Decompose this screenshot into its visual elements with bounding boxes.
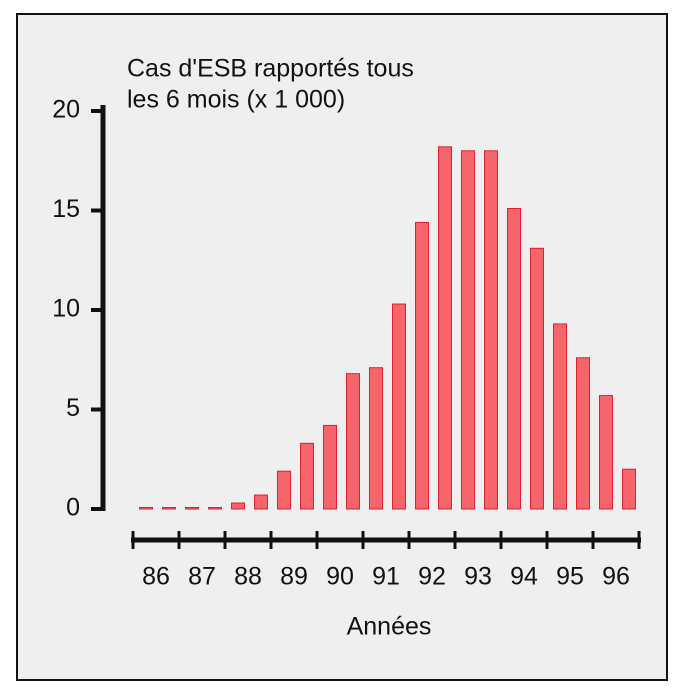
x-tick-label: 89 [280,563,308,591]
y-tick-label: 0 [66,494,80,522]
x-tick-label: 90 [326,563,354,591]
x-tick-label: 86 [142,563,170,591]
bar [576,357,590,510]
bar [346,373,360,510]
bar [461,150,475,510]
bar [599,395,613,510]
bar [530,247,544,510]
bar [231,502,245,510]
bar [438,146,452,510]
chart-title-line-2: les 6 mois (x 1 000) [127,86,345,114]
x-tick-label: 94 [510,563,538,591]
bar [162,507,176,510]
bar [277,470,291,510]
bar [323,424,337,510]
x-tick-label: 87 [188,563,216,591]
bar [553,323,567,510]
bar [507,208,521,510]
bar [139,507,153,510]
bar [415,221,429,510]
bar [622,468,636,510]
bar [369,367,383,510]
y-tick-label: 20 [52,96,80,124]
bar [254,494,268,510]
bar [185,507,199,510]
x-tick-label: 88 [234,563,262,591]
x-tick-label: 95 [556,563,584,591]
bar [484,150,498,510]
bar [392,303,406,510]
bar [300,442,314,510]
x-tick-label: 91 [372,563,400,591]
y-tick-label: 5 [66,394,80,422]
bar [208,507,222,510]
y-tick-label: 15 [52,195,80,223]
x-tick-label: 93 [464,563,492,591]
y-tick-label: 10 [52,295,80,323]
x-tick-label: 92 [418,563,446,591]
chart-title-line-1: Cas d'ESB rapportés tous [127,55,414,83]
x-tick-label: 96 [602,563,630,591]
x-axis-label: Années [347,613,432,641]
